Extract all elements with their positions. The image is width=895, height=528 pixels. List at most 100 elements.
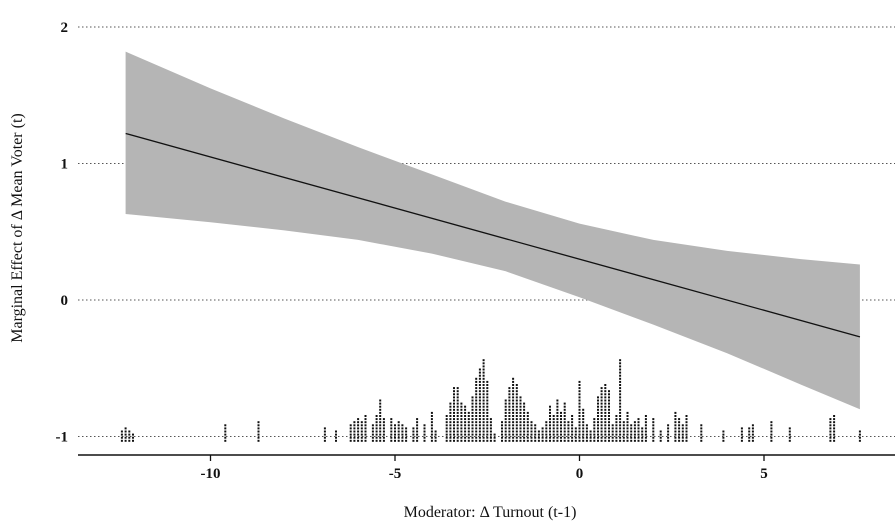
rug-column	[445, 415, 448, 442]
rug-dot	[626, 424, 629, 427]
rug-dot	[453, 433, 455, 436]
rug-dot	[397, 427, 400, 430]
rug-dot	[357, 427, 360, 430]
rug-dot	[619, 374, 622, 377]
rug-dot	[475, 390, 478, 393]
rug-dot	[486, 430, 489, 433]
rug-dot	[619, 415, 622, 417]
rug-dot	[353, 439, 356, 442]
rug-dot	[390, 439, 393, 442]
rug-column	[574, 427, 577, 442]
rug-dot	[604, 433, 607, 436]
rug-column	[549, 405, 551, 442]
rug-dot	[475, 436, 478, 439]
rug-dot	[552, 427, 555, 430]
rug-dot	[604, 393, 607, 396]
rug-dot	[519, 427, 522, 430]
rug-dot	[578, 433, 581, 436]
rug-dot	[556, 427, 559, 430]
rug-dot	[460, 421, 463, 424]
rug-dot	[416, 418, 419, 421]
rug-dot	[478, 402, 481, 405]
rug-dot	[357, 436, 360, 439]
rug-dot	[608, 396, 610, 399]
rug-dot	[556, 399, 559, 402]
rug-dot	[423, 424, 426, 427]
rug-dot	[626, 421, 629, 424]
rug-dot	[257, 436, 260, 439]
rug-dot	[464, 415, 467, 417]
rug-dot	[467, 424, 470, 427]
rug-dot	[379, 411, 382, 414]
rug-dot	[456, 402, 459, 405]
rug-column	[120, 430, 123, 442]
rug-dot	[382, 418, 385, 421]
rug-dot	[478, 411, 481, 414]
rug-dot	[475, 421, 478, 424]
rug-dot	[353, 436, 356, 439]
rug-dot	[360, 427, 363, 430]
rug-dot	[641, 430, 644, 433]
rug-dot	[685, 424, 688, 427]
rug-dot	[597, 411, 599, 414]
rug-dot	[515, 408, 518, 411]
rug-dot	[637, 418, 640, 421]
rug-dot	[537, 433, 540, 436]
rug-dot	[722, 430, 725, 433]
rug-dot	[224, 439, 227, 442]
rug-dot	[519, 411, 522, 414]
rug-column	[523, 402, 526, 442]
rug-dot	[571, 418, 574, 421]
rug-dot	[589, 439, 592, 442]
rug-dot	[608, 430, 610, 433]
rug-dot	[567, 433, 570, 436]
rug-dot	[748, 430, 751, 433]
rug-dot	[430, 424, 433, 427]
rug-dot	[464, 418, 467, 421]
rug-dot	[604, 387, 607, 390]
rug-dot	[611, 433, 614, 436]
rug-dot	[501, 433, 503, 436]
rug-dot	[323, 433, 326, 436]
rug-dot	[512, 377, 515, 380]
rug-dot	[456, 439, 459, 442]
rug-dot	[394, 424, 396, 427]
rug-dot	[644, 427, 647, 430]
rug-dot	[748, 439, 751, 442]
rug-dot	[471, 439, 474, 442]
rug-dot	[405, 436, 408, 439]
rug-dot	[552, 439, 555, 442]
rug-dot	[357, 439, 360, 442]
rug-column	[641, 427, 644, 442]
rug-dot	[630, 424, 633, 427]
rug-dot	[619, 408, 622, 411]
rug-dot	[600, 405, 603, 408]
rug-dot	[486, 439, 489, 442]
rug-dot	[486, 421, 489, 424]
x-tick-label: -10	[201, 466, 221, 482]
rug-dot	[567, 439, 570, 442]
rug-dot	[593, 439, 596, 442]
rug-column	[545, 421, 548, 442]
rug-dot	[464, 430, 467, 433]
rug-column	[375, 415, 378, 442]
rug-dot	[423, 439, 426, 442]
rug-dot	[416, 427, 419, 430]
rug-dot	[486, 408, 489, 411]
rug-dot	[740, 433, 743, 436]
rug-dot	[597, 396, 599, 399]
rug-dot	[390, 430, 393, 433]
rug-dot	[563, 415, 566, 417]
rug-dot	[482, 362, 485, 365]
rug-dot	[549, 433, 551, 436]
rug-dot	[593, 418, 596, 421]
rug-dot	[585, 427, 588, 430]
rug-dot	[615, 415, 618, 417]
rug-dot	[578, 418, 581, 421]
rug-dot	[508, 399, 511, 402]
rug-dot	[475, 408, 478, 411]
rug-dot	[582, 424, 585, 427]
rug-dot	[615, 424, 618, 427]
rug-dot	[534, 424, 537, 427]
